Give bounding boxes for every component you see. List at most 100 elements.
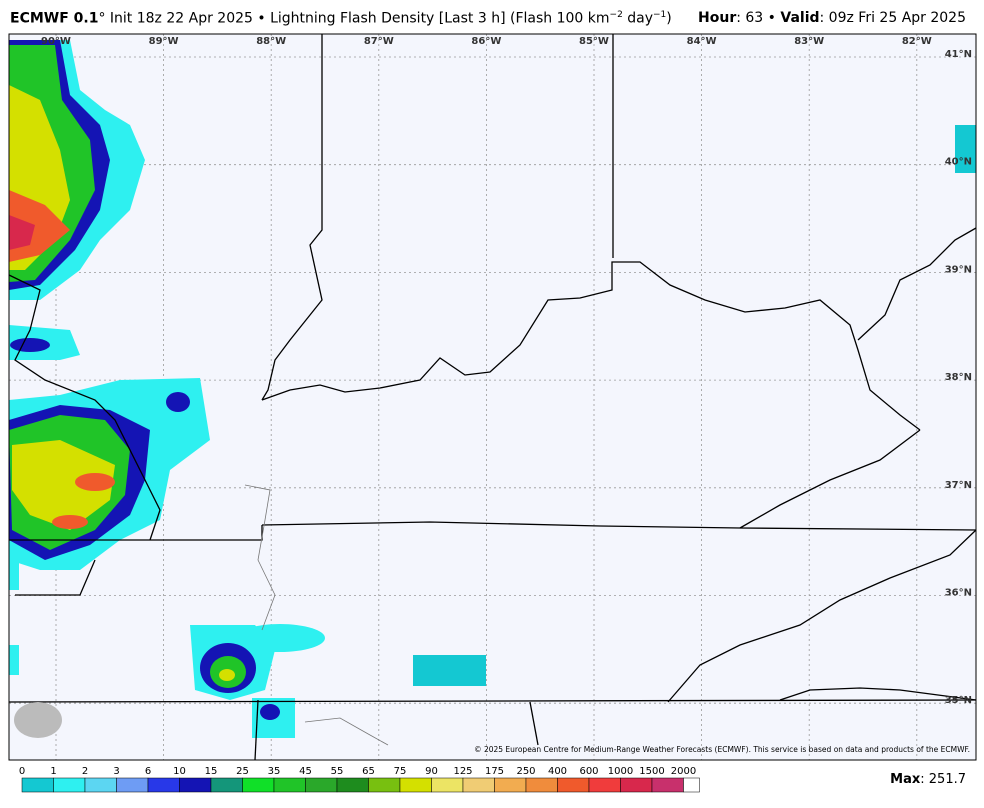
contour <box>9 215 35 250</box>
longitude-label: 84°W <box>687 36 717 47</box>
contour <box>10 338 50 352</box>
ohio-river <box>261 261 921 431</box>
colorbar-swatch <box>557 777 590 793</box>
colorbar-swatch <box>620 777 653 793</box>
colorbar: 0 1 2 3 6 10 15 25 35 45 55 65 75 90 125 175 250 400 600 10… <box>19 766 700 793</box>
colorbar-label: 6 <box>145 766 151 777</box>
colorbar-label: 55 <box>331 766 344 777</box>
colorbar-label: 25 <box>236 766 249 777</box>
contour <box>955 125 976 173</box>
title: ECMWF 0.1° Init 18z 22 Apr 2025 • Lightn… <box>10 10 672 27</box>
river <box>244 484 276 631</box>
latitude-label: 40°N <box>945 157 972 168</box>
contour <box>413 655 486 686</box>
colorbar-swatch <box>116 777 149 793</box>
contour <box>12 440 115 530</box>
hour-label: Hour <box>698 10 737 26</box>
colorbar-label: 10 <box>173 766 186 777</box>
exponent: −2 <box>609 10 623 20</box>
colorbar-label: 250 <box>516 766 535 777</box>
longitude-label: 90°W <box>41 36 71 47</box>
state-borders <box>8 34 977 761</box>
colorbar-label: 45 <box>299 766 312 777</box>
colorbar-swatch <box>210 777 243 793</box>
latitude-label: 36°N <box>945 588 972 599</box>
colorbar-swatch <box>242 777 275 793</box>
colorbar-label: 90 <box>425 766 438 777</box>
colorbar-label: 1500 <box>639 766 664 777</box>
colorbar-swatch <box>462 777 495 793</box>
colorbar-label: 75 <box>394 766 407 777</box>
colorbar-label: 65 <box>362 766 375 777</box>
colorbar-swatch <box>273 777 306 793</box>
latitude-label: 41°N <box>945 49 972 60</box>
contour <box>219 669 235 681</box>
colorbar-swatch <box>147 777 180 793</box>
valid-info: Hour: 63 • Valid: 09z Fri 25 Apr 2025 <box>698 10 966 26</box>
border <box>261 521 977 531</box>
contour <box>235 624 325 652</box>
colorbar-label: 2 <box>82 766 88 777</box>
degree: ° <box>98 10 106 27</box>
graticule <box>9 34 976 760</box>
logo-mark <box>14 702 62 738</box>
map-frame <box>8 33 977 761</box>
valid-label: Valid <box>780 10 820 26</box>
longitude-label: 82°W <box>902 36 932 47</box>
copyright: © 2025 European Centre for Medium-Range … <box>474 745 970 754</box>
river <box>304 717 389 746</box>
colorbar-label: 2000 <box>671 766 696 777</box>
border <box>254 699 259 761</box>
colorbar-label: 15 <box>205 766 218 777</box>
border <box>529 701 539 746</box>
colorbar-swatch <box>21 777 54 793</box>
colorbar-label: 3 <box>113 766 119 777</box>
colorbar-swatch <box>494 777 527 793</box>
lightning-field <box>9 40 976 738</box>
max-label: Max <box>890 772 921 787</box>
title-unit: day <box>622 10 654 27</box>
longitude-label: 88°W <box>256 36 286 47</box>
colorbar-label: 0 <box>19 766 25 777</box>
coordinate-labels: 90°W 89°W 88°W 87°W 86°W 85°W 84°W 83°W 82°W 41°N… <box>41 36 972 706</box>
longitude-label: 83°W <box>794 36 824 47</box>
colorbar-label: 1 <box>50 766 56 777</box>
colorbar-swatch <box>53 777 86 793</box>
latitude-label: 38°N <box>945 372 972 383</box>
colorbar-label: 600 <box>579 766 598 777</box>
contour <box>9 645 19 675</box>
max-number: : 251.7 <box>920 772 966 787</box>
border <box>857 227 977 341</box>
colorbar-label: 1000 <box>608 766 633 777</box>
colorbar-swatch <box>336 777 369 793</box>
longitude-label: 86°W <box>471 36 501 47</box>
longitude-label: 89°W <box>149 36 179 47</box>
mississippi <box>8 274 161 541</box>
border <box>739 429 921 529</box>
colorbar-label: 125 <box>453 766 472 777</box>
longitude-label: 85°W <box>579 36 609 47</box>
colorbar-label: 400 <box>548 766 567 777</box>
contour <box>75 473 115 491</box>
colorbar-swatch <box>588 777 621 793</box>
border <box>9 525 263 541</box>
contour <box>9 550 19 590</box>
max-value: Max: 251.7 <box>890 772 966 787</box>
latitude-label: 37°N <box>945 480 972 491</box>
longitude-label: 87°W <box>364 36 394 47</box>
valid-value: : 09z Fri 25 Apr 2025 <box>819 10 966 26</box>
colorbar-label: 35 <box>268 766 281 777</box>
contour <box>260 704 280 720</box>
border <box>15 559 96 596</box>
colorbar-swatch <box>368 777 401 793</box>
border <box>261 34 323 401</box>
logo <box>14 702 62 738</box>
border <box>8 699 977 703</box>
colorbar-label: 175 <box>485 766 504 777</box>
border <box>779 687 977 701</box>
contour <box>52 515 88 529</box>
hour-value: : 63 • <box>736 10 781 26</box>
colorbar-swatch <box>525 777 558 793</box>
colorbar-swatch <box>399 777 432 793</box>
